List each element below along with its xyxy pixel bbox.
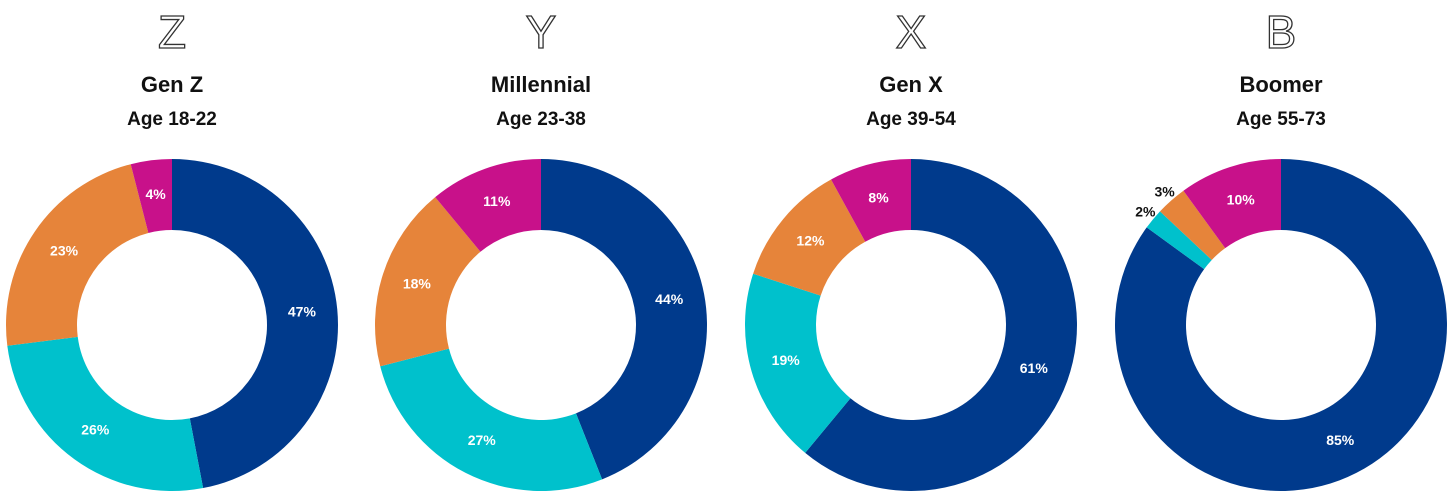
donut-slice — [1159, 190, 1226, 260]
slice-label: 26% — [81, 421, 110, 437]
slice-label: 47% — [288, 303, 317, 319]
donut-slice — [375, 197, 481, 367]
chart-subtitle: Age 55-73 — [1236, 109, 1326, 130]
donut-slice — [805, 159, 1077, 492]
slice-label: 8% — [868, 189, 889, 205]
donut-slice — [541, 158, 708, 480]
chart-subtitle: Age 18-22 — [127, 109, 217, 130]
slice-label: 23% — [50, 242, 79, 258]
donut-slice — [7, 336, 204, 491]
chart-title: Gen Z — [141, 72, 203, 97]
generation-badge: Z — [158, 6, 186, 58]
donut-slice — [5, 164, 149, 346]
generation-badge: X — [896, 6, 927, 58]
donut-slice — [1183, 159, 1281, 249]
donut-slice — [435, 159, 541, 252]
slice-label: 85% — [1326, 432, 1355, 448]
donut-slice — [831, 159, 911, 242]
chart-subtitle: Age 23-38 — [496, 109, 586, 130]
slice-label: 2% — [1135, 204, 1156, 220]
donut-slice — [745, 273, 851, 453]
slice-label: 19% — [772, 352, 801, 368]
donut-slice — [1146, 211, 1212, 270]
donut-slice — [753, 179, 866, 296]
slice-label: 44% — [655, 291, 684, 307]
chart-subtitle: Age 39-54 — [866, 109, 956, 130]
slice-label: 3% — [1154, 184, 1175, 200]
slice-label: 61% — [1020, 360, 1049, 376]
donut-slice — [1114, 159, 1447, 491]
slice-label: 12% — [796, 233, 825, 249]
donut-slice — [380, 348, 603, 491]
chart-title: Boomer — [1239, 72, 1323, 97]
slice-label: 11% — [483, 193, 511, 209]
generation-badge: Y — [526, 6, 557, 58]
chart-title: Gen X — [879, 72, 943, 97]
slice-label: 4% — [146, 186, 167, 202]
slice-label: 18% — [403, 275, 432, 291]
donut-slice — [130, 159, 172, 233]
donut-slice — [172, 159, 339, 489]
slice-label: 10% — [1227, 192, 1256, 208]
chart-title: Millennial — [491, 72, 591, 97]
slice-label: 27% — [468, 432, 497, 448]
generation-badge: B — [1266, 6, 1297, 58]
